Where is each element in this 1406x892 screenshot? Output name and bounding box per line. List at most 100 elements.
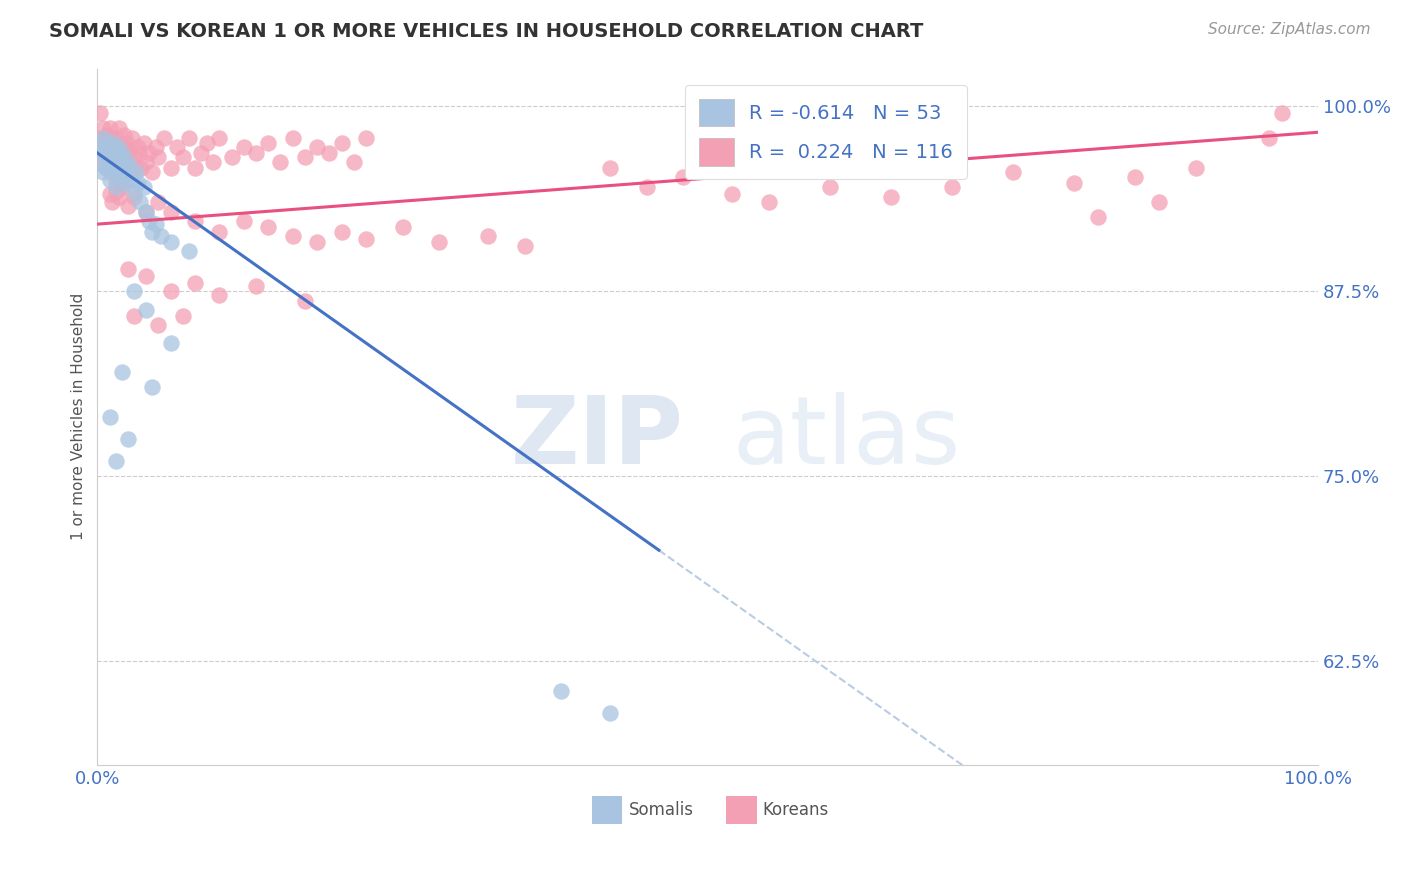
Point [232,214,254,228]
Point [103,140,125,154]
Point [90,131,112,145]
Point [177,131,200,145]
Text: SOMALI VS KOREAN 1 OR MORE VEHICLES IN HOUSEHOLD CORRELATION CHART: SOMALI VS KOREAN 1 OR MORE VEHICLES IN H… [49,22,924,41]
Point [108,154,131,169]
Point [172,309,194,323]
Point [141,165,163,179]
Point [148,151,170,165]
Point [177,244,200,258]
Point [202,154,225,169]
Point [1087,210,1109,224]
Point [208,131,231,145]
Point [110,161,132,175]
Point [148,318,170,332]
Point [1258,131,1281,145]
Point [269,154,291,169]
Point [318,146,340,161]
Point [118,143,141,157]
Y-axis label: 1 or more Vehicles in Household: 1 or more Vehicles in Household [72,293,86,541]
Point [1185,161,1208,175]
Point [941,180,963,194]
Point [129,161,152,175]
Point [257,136,280,150]
Point [111,140,134,154]
Point [343,154,366,169]
Point [104,180,127,194]
Point [108,120,131,135]
Point [208,288,231,302]
Point [97,158,120,172]
Point [101,131,124,145]
Point [93,120,115,135]
Point [138,214,160,228]
Point [354,232,377,246]
Point [294,294,316,309]
Point [91,146,114,161]
Point [125,161,148,175]
Point [114,154,136,169]
Point [1123,169,1146,184]
Point [599,161,621,175]
Point [1149,194,1171,209]
Point [159,205,181,219]
Point [103,136,125,150]
Point [141,225,163,239]
Point [1001,165,1024,179]
Point [93,131,115,145]
Point [91,154,114,169]
Point [129,194,152,209]
Point [281,229,304,244]
Point [145,140,167,154]
Point [117,154,139,169]
Point [94,140,117,154]
Point [98,146,121,161]
Point [111,169,134,184]
Point [94,161,117,175]
Point [149,229,172,244]
Point [117,432,139,446]
Point [107,140,129,154]
Point [135,303,157,318]
Point [135,205,157,219]
Point [127,140,149,154]
Point [114,176,136,190]
Point [245,279,267,293]
Point [208,225,231,239]
Point [184,161,207,175]
Point [513,239,536,253]
Point [1270,106,1292,120]
Point [120,154,142,169]
Point [128,146,150,161]
Text: Somalis: Somalis [628,801,693,820]
Point [818,180,841,194]
Point [111,365,134,379]
Point [104,131,127,145]
Point [94,136,117,150]
Point [245,146,267,161]
Point [107,136,129,150]
Point [90,146,112,161]
Point [135,154,157,169]
Point [166,140,188,154]
Point [108,161,131,175]
Point [110,151,132,165]
Point [101,165,124,179]
Point [221,151,243,165]
Point [115,136,138,150]
Point [98,172,121,186]
Point [100,146,122,161]
Point [880,190,903,204]
Point [294,151,316,165]
Point [132,136,155,150]
Point [159,161,181,175]
Point [153,131,176,145]
Point [118,161,141,175]
Point [599,706,621,721]
Point [330,136,353,150]
Text: atlas: atlas [733,392,960,483]
Point [104,172,127,186]
Point [141,380,163,394]
Point [127,176,149,190]
Point [122,151,145,165]
Point [112,165,135,179]
